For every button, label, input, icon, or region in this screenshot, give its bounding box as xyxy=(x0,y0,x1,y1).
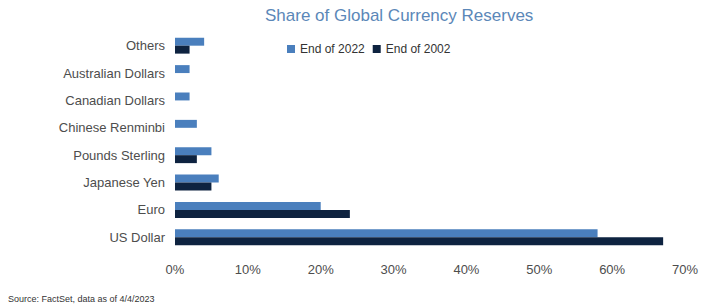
svg-text:Euro: Euro xyxy=(138,202,165,217)
svg-text:Canadian Dollars: Canadian Dollars xyxy=(65,93,165,108)
svg-text:60%: 60% xyxy=(599,262,625,277)
svg-text:70%: 70% xyxy=(672,262,698,277)
svg-text:Source: FactSet, data as of 4/: Source: FactSet, data as of 4/4/2023 xyxy=(8,294,155,304)
svg-text:10%: 10% xyxy=(235,262,261,277)
svg-text:Pounds Sterling: Pounds Sterling xyxy=(73,148,165,163)
svg-text:20%: 20% xyxy=(308,262,334,277)
svg-text:End of 2022: End of 2022 xyxy=(300,42,365,56)
svg-text:0%: 0% xyxy=(166,262,185,277)
svg-text:Others: Others xyxy=(126,38,166,53)
svg-text:Australian Dollars: Australian Dollars xyxy=(63,66,165,81)
svg-text:US Dollar: US Dollar xyxy=(109,230,165,245)
svg-text:Chinese Renminbi: Chinese Renminbi xyxy=(59,120,165,135)
svg-text:50%: 50% xyxy=(526,262,552,277)
svg-text:Japanese Yen: Japanese Yen xyxy=(83,175,165,190)
svg-text:40%: 40% xyxy=(453,262,479,277)
svg-text:Share of Global Currency Reser: Share of Global Currency Reserves xyxy=(265,6,533,25)
svg-text:30%: 30% xyxy=(381,262,407,277)
svg-text:End of 2002: End of 2002 xyxy=(386,42,451,56)
